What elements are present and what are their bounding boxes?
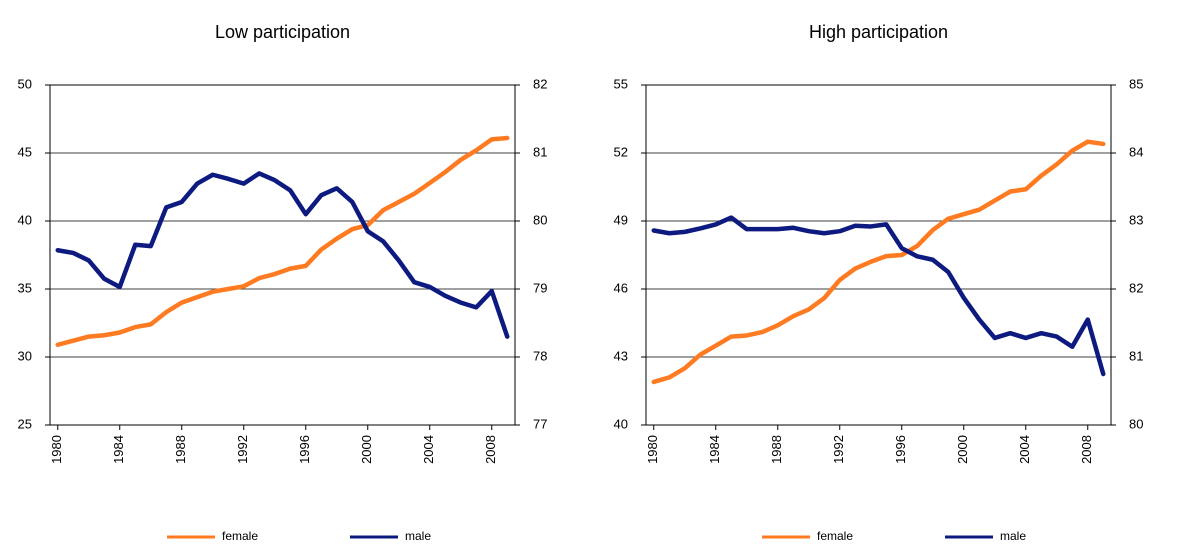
y2-tick-label: 81 <box>1129 348 1143 363</box>
x-tick-label: 1992 <box>235 435 250 464</box>
y2-tick-label: 80 <box>533 212 547 227</box>
y-tick-label: 46 <box>614 280 628 295</box>
x-tick-label: 1988 <box>769 435 784 464</box>
x-tick-label: 2000 <box>359 435 374 464</box>
y-tick-label: 35 <box>18 280 32 295</box>
y-tick-label: 43 <box>614 348 628 363</box>
plot-frame <box>49 84 516 426</box>
legend-label: male <box>1000 529 1026 543</box>
y-tick-label: 40 <box>614 416 628 431</box>
x-tick-label: 1992 <box>831 435 846 464</box>
x-tick-label: 2000 <box>955 435 970 464</box>
y2-tick-label: 85 <box>1129 76 1143 91</box>
y2-tick-label: 84 <box>1129 144 1143 159</box>
plot-frame <box>645 84 1112 426</box>
y-tick-label: 52 <box>614 144 628 159</box>
x-tick-label: 1980 <box>49 435 64 464</box>
line-series <box>55 171 510 339</box>
x-tick-label: 1984 <box>111 435 126 464</box>
chart-title: High participation <box>809 22 948 42</box>
x-tick-label: 2008 <box>483 435 498 464</box>
y2-tick-label: 78 <box>533 348 547 363</box>
y-tick-label: 49 <box>614 212 628 227</box>
y-tick-label: 40 <box>18 212 32 227</box>
x-tick-label: 1996 <box>893 435 908 464</box>
x-tick-label: 2004 <box>421 435 436 464</box>
y-tick-label: 30 <box>18 348 32 363</box>
y2-tick-label: 82 <box>533 76 547 91</box>
y2-tick-label: 79 <box>533 280 547 295</box>
x-tick-label: 1988 <box>173 435 188 464</box>
y2-tick-label: 77 <box>533 416 547 431</box>
y2-tick-label: 83 <box>1129 212 1143 227</box>
x-tick-label: 1984 <box>707 435 722 464</box>
y-tick-label: 50 <box>18 76 32 91</box>
legend-label: male <box>405 529 431 543</box>
y-tick-label: 45 <box>18 144 32 159</box>
line-series <box>651 139 1106 385</box>
y-tick-label: 55 <box>614 76 628 91</box>
legend-label: female <box>817 529 853 543</box>
legend-label: female <box>222 529 258 543</box>
line-series <box>651 215 1106 377</box>
y2-tick-label: 81 <box>533 144 547 159</box>
y-tick-label: 25 <box>18 416 32 431</box>
y2-tick-label: 82 <box>1129 280 1143 295</box>
chart-title: Low participation <box>215 22 350 42</box>
y2-tick-label: 80 <box>1129 416 1143 431</box>
x-tick-label: 1980 <box>645 435 660 464</box>
line-series <box>55 135 510 348</box>
x-tick-label: 1996 <box>297 435 312 464</box>
x-tick-label: 2004 <box>1017 435 1032 464</box>
x-tick-label: 2008 <box>1079 435 1094 464</box>
